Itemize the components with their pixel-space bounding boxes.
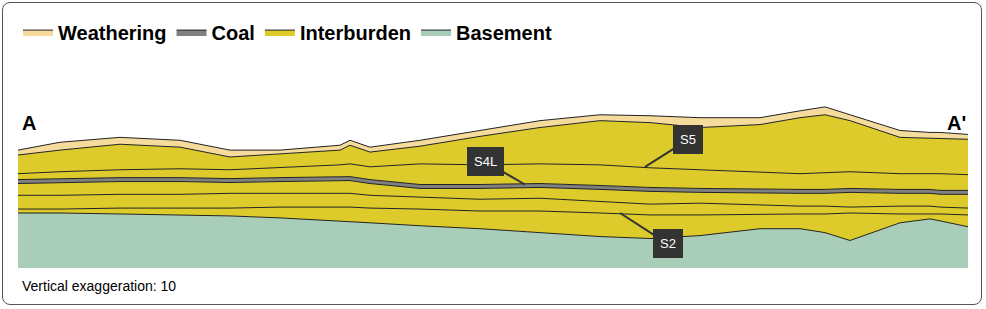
svg-text:S4L: S4L [474,154,497,169]
svg-text:Coal: Coal [212,22,255,44]
svg-text:S5: S5 [680,132,696,147]
svg-text:Vertical exaggeration: 10: Vertical exaggeration: 10 [22,278,176,294]
svg-text:S2: S2 [660,236,676,251]
svg-text:Basement: Basement [456,22,552,44]
svg-text:Weathering: Weathering [58,22,167,44]
svg-text:A': A' [947,112,966,134]
svg-text:Interburden: Interburden [300,22,411,44]
svg-text:A: A [22,112,36,134]
